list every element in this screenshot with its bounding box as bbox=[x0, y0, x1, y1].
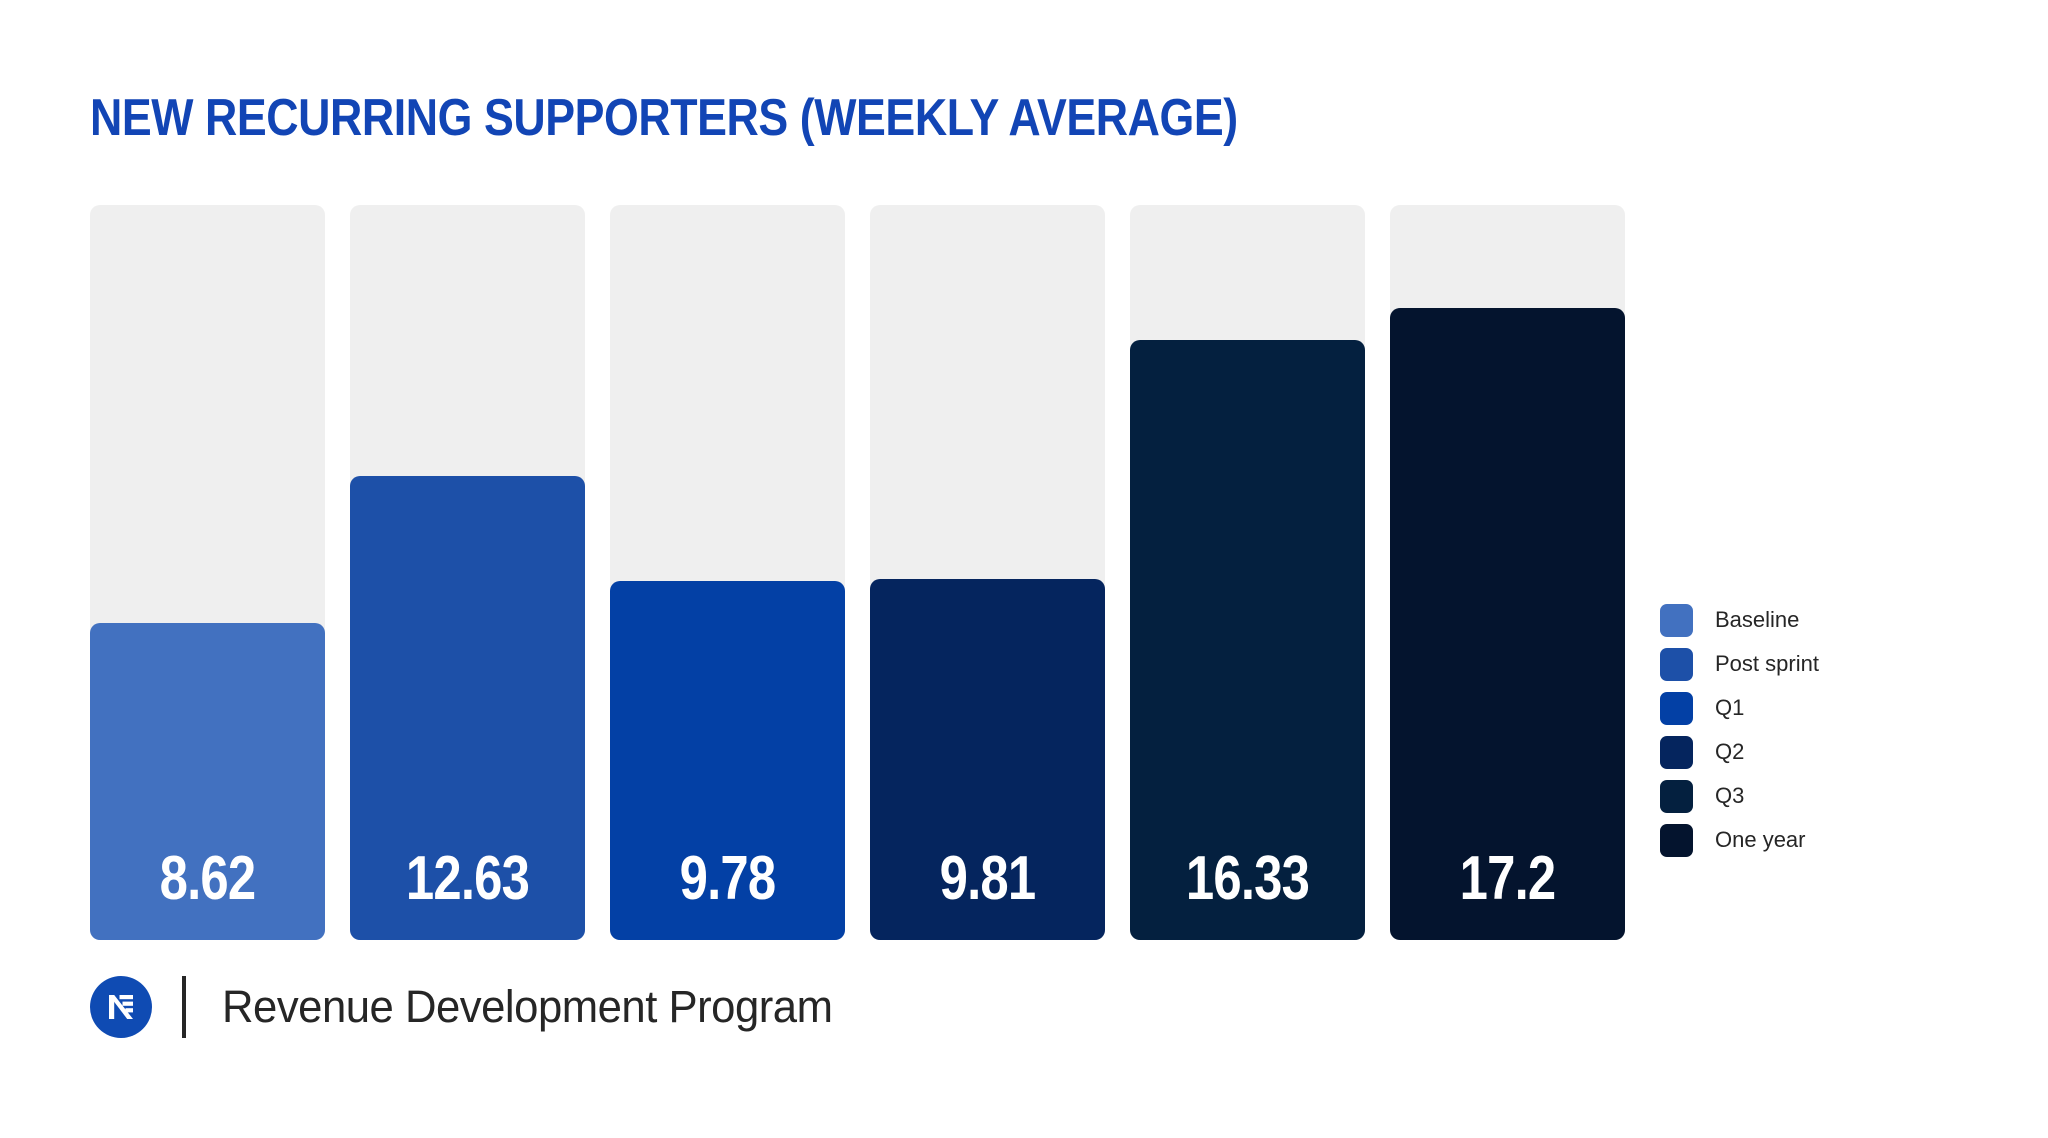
legend-item-label: Baseline bbox=[1715, 607, 1800, 632]
legend-swatch-icon bbox=[1660, 735, 1693, 769]
bar-value-label: 12.63 bbox=[405, 844, 530, 913]
bar-value-label: 9.78 bbox=[679, 844, 776, 913]
bar-fill[interactable]: 9.78 bbox=[610, 581, 845, 940]
brand-logo-icon bbox=[90, 976, 152, 1038]
bar-value-label: 9.81 bbox=[939, 844, 1036, 913]
legend-swatch-icon bbox=[1660, 691, 1693, 725]
footer-brand-bar: Revenue Development Program bbox=[90, 972, 851, 1042]
legend-item-label: One year bbox=[1715, 827, 1806, 852]
legend-item[interactable]: Q3 bbox=[1660, 774, 1990, 818]
legend-swatch-icon bbox=[1660, 823, 1693, 857]
legend-item-label: Post sprint bbox=[1715, 651, 1819, 676]
bar-fill[interactable]: 8.62 bbox=[90, 623, 325, 940]
legend-item-label: Q1 bbox=[1715, 695, 1745, 720]
bar-fill[interactable]: 16.33 bbox=[1130, 340, 1365, 940]
bar-fill[interactable]: 12.63 bbox=[350, 476, 585, 940]
legend-item[interactable]: Q2 bbox=[1660, 730, 1990, 774]
bar-chart-plot-area: 8.62 12.63 9.78 9.81 16.33 17.2 bbox=[90, 205, 1635, 940]
footer-brand-name: Revenue Development Program bbox=[222, 981, 833, 1032]
bar-value-label: 8.62 bbox=[159, 844, 256, 913]
legend-swatch-icon bbox=[1660, 647, 1693, 681]
footer-divider bbox=[182, 976, 186, 1038]
bar-fill[interactable]: 9.81 bbox=[870, 579, 1105, 940]
legend-item-label: Q2 bbox=[1715, 739, 1745, 764]
legend-swatch-icon bbox=[1660, 603, 1693, 637]
legend-swatch-icon bbox=[1660, 779, 1693, 813]
bar-value-label: 17.2 bbox=[1459, 844, 1556, 913]
legend-item[interactable]: One year bbox=[1660, 818, 1990, 862]
legend-item[interactable]: Post sprint bbox=[1660, 642, 1990, 686]
bar-value-label: 16.33 bbox=[1185, 844, 1310, 913]
chart-legend: Baseline Post sprint Q1 Q2 Q3 One year bbox=[1660, 598, 1990, 862]
page-title: NEW RECURRING SUPPORTERS (WEEKLY AVERAGE… bbox=[90, 89, 1238, 147]
legend-item-label: Q3 bbox=[1715, 783, 1745, 808]
legend-item[interactable]: Baseline bbox=[1660, 598, 1990, 642]
legend-item[interactable]: Q1 bbox=[1660, 686, 1990, 730]
bar-fill[interactable]: 17.2 bbox=[1390, 308, 1625, 940]
